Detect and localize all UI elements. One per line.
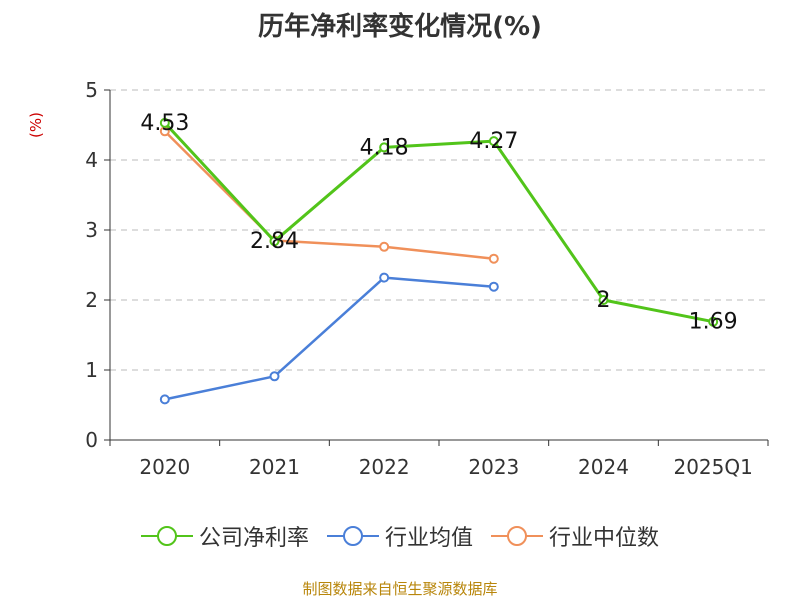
data-label: 1.69 bbox=[689, 310, 738, 335]
data-point[interactable] bbox=[488, 253, 499, 264]
y-tick-label: 1 bbox=[85, 358, 98, 382]
y-tick-label: 5 bbox=[85, 78, 98, 102]
data-source-note: 制图数据来自恒生聚源数据库 bbox=[302, 580, 498, 598]
data-label: 4.27 bbox=[469, 129, 518, 154]
legend-marker-industry-median bbox=[491, 526, 543, 546]
axes: 0 1 2 3 4 5 2020 2021 2022 2023 2024 2025Q1 bbox=[85, 78, 769, 479]
series-line bbox=[163, 130, 494, 260]
data-point[interactable] bbox=[379, 142, 390, 153]
legend: 公司净利率 行业均值 行业中位数 bbox=[0, 520, 800, 552]
x-tick-label: 2022 bbox=[359, 455, 410, 479]
data-point[interactable] bbox=[379, 241, 390, 252]
legend-label-industry-mean: 行业均值 bbox=[384, 526, 473, 551]
series-lines bbox=[159, 117, 719, 405]
data-label: 4.18 bbox=[360, 135, 409, 160]
data-label: 2 bbox=[597, 288, 611, 313]
data-labels: 4.53 2.84 4.18 4.27 2 1.69 bbox=[140, 111, 737, 335]
y-tick-label: 4 bbox=[85, 148, 98, 172]
data-point[interactable] bbox=[598, 295, 609, 305]
grid-lines bbox=[110, 89, 768, 371]
y-tick-label: 3 bbox=[85, 218, 98, 242]
data-point[interactable] bbox=[159, 394, 170, 405]
legend-marker-company bbox=[140, 526, 193, 546]
y-tick-label: 2 bbox=[85, 288, 98, 312]
data-point[interactable] bbox=[269, 236, 280, 247]
data-label: 4.53 bbox=[140, 111, 189, 136]
data-point[interactable] bbox=[488, 281, 499, 292]
legend-label-company: 公司净利率 bbox=[198, 526, 309, 551]
legend-item-company[interactable]: 公司净利率 bbox=[140, 520, 309, 552]
chart-title: 历年净利率变化情况(%) bbox=[258, 12, 542, 42]
data-point[interactable] bbox=[159, 117, 170, 128]
x-tick-label: 2025Q1 bbox=[673, 455, 752, 479]
series-line bbox=[163, 121, 714, 324]
y-tick-label: 0 bbox=[85, 428, 98, 452]
data-point[interactable] bbox=[708, 316, 719, 327]
x-tick-label: 2024 bbox=[578, 455, 629, 479]
series-line bbox=[164, 276, 494, 401]
x-tick-label: 2023 bbox=[468, 455, 519, 479]
legend-label-industry-median: 行业中位数 bbox=[549, 526, 660, 551]
legend-item-industry-median[interactable]: 行业中位数 bbox=[491, 520, 659, 552]
data-point[interactable] bbox=[488, 136, 499, 147]
data-label: 2.84 bbox=[250, 229, 299, 254]
legend-marker-industry-mean bbox=[326, 526, 379, 546]
data-point[interactable] bbox=[379, 272, 390, 283]
legend-item-industry-mean[interactable]: 行业均值 bbox=[326, 520, 473, 552]
x-tick-label: 2021 bbox=[249, 455, 300, 479]
data-point[interactable] bbox=[269, 371, 280, 382]
x-tick-label: 2020 bbox=[139, 455, 190, 479]
